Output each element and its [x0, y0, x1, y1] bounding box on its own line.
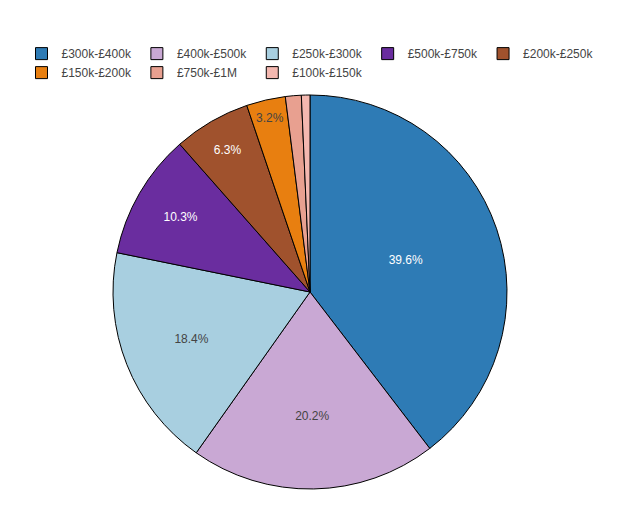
svg-text:39.6%: 39.6%	[389, 253, 423, 267]
svg-text:£500k-£750k: £500k-£750k	[408, 47, 478, 61]
svg-text:£150k-£200k: £150k-£200k	[62, 66, 132, 80]
svg-text:£200k-£250k: £200k-£250k	[523, 47, 593, 61]
svg-text:18.4%: 18.4%	[174, 332, 208, 346]
svg-text:£300k-£400k: £300k-£400k	[62, 47, 132, 61]
svg-text:£400k-£500k: £400k-£500k	[177, 47, 247, 61]
svg-text:£250k-£300k: £250k-£300k	[292, 47, 362, 61]
svg-text:£750k-£1M: £750k-£1M	[177, 66, 237, 80]
svg-text:10.3%: 10.3%	[163, 210, 197, 224]
svg-text:20.2%: 20.2%	[295, 409, 329, 423]
svg-text:6.3%: 6.3%	[214, 143, 242, 157]
svg-text:£100k-£150k: £100k-£150k	[292, 66, 362, 80]
svg-text:3.2%: 3.2%	[256, 111, 284, 125]
